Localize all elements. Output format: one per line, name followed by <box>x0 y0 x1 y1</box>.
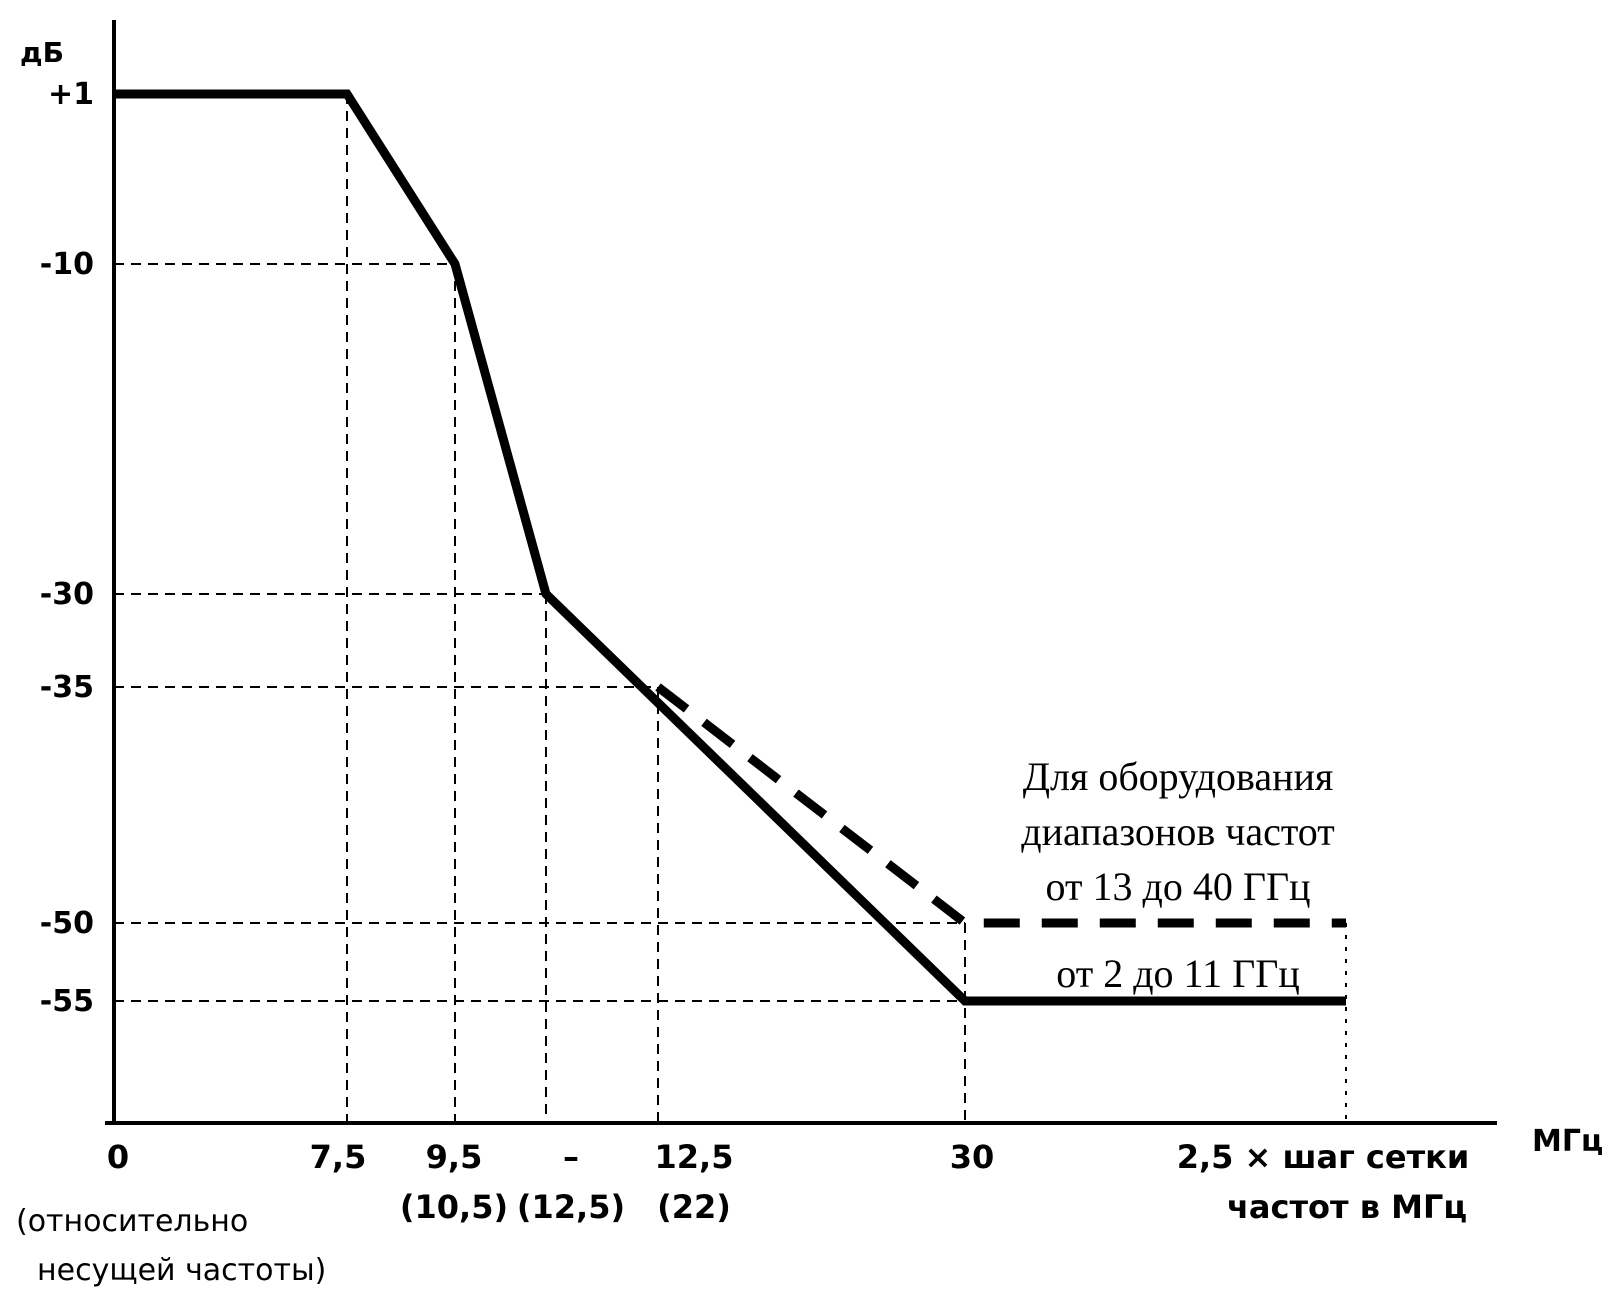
y-tick-label: -35 <box>40 670 94 705</box>
x-tick-label: 9,5 <box>426 1138 483 1176</box>
y-tick-label: -10 <box>40 247 94 282</box>
x-tick-sublabel: частот в МГц <box>1227 1188 1467 1226</box>
annotation-line-3: от 13 до 40 ГГц <box>1046 864 1311 909</box>
y-tick-label: -55 <box>40 984 94 1019</box>
x-note-line-1: (относительно <box>16 1204 248 1239</box>
annotation-line-4: от 2 до 11 ГГц <box>1056 951 1299 996</box>
y-tick-label: +1 <box>48 77 94 112</box>
x-tick-labels: 0 7,5 9,5 (10,5) – (12,5) 12,5 (22) 30 2,5 × шаг … <box>107 1138 1469 1226</box>
x-tick-sublabel: (10,5) <box>400 1188 508 1226</box>
series-layer <box>113 89 1347 1006</box>
y-tick-label: -50 <box>40 906 94 941</box>
series-solid-2-11ghz <box>114 89 1346 1006</box>
y-tick-label: -30 <box>40 577 94 612</box>
x-tick-sublabel: (22) <box>657 1188 731 1226</box>
x-tick-label: 0 <box>107 1138 129 1176</box>
x-tick-label: 2,5 × шаг сетки <box>1177 1138 1470 1176</box>
annotation-line-2: диапазонов частот <box>1021 809 1335 854</box>
x-tick-label: 7,5 <box>310 1138 367 1176</box>
x-tick-label: 12,5 <box>655 1138 734 1176</box>
y-axis-title: дБ <box>20 36 64 69</box>
series-dashed-13-40ghz <box>655 683 1346 928</box>
axes <box>105 20 1497 1125</box>
reference-guides <box>114 94 1347 1123</box>
x-axis-title: МГц <box>1532 1124 1603 1159</box>
y-tick-labels: +1 -10 -30 -35 -50 -55 <box>40 77 94 1019</box>
x-note-line-2: несущей частоты) <box>37 1253 326 1288</box>
x-tick-label: – <box>563 1138 579 1176</box>
x-tick-sublabel: (12,5) <box>517 1188 625 1226</box>
x-tick-label: 30 <box>950 1138 995 1176</box>
annotation-line-1: Для оборудования <box>1023 754 1334 799</box>
